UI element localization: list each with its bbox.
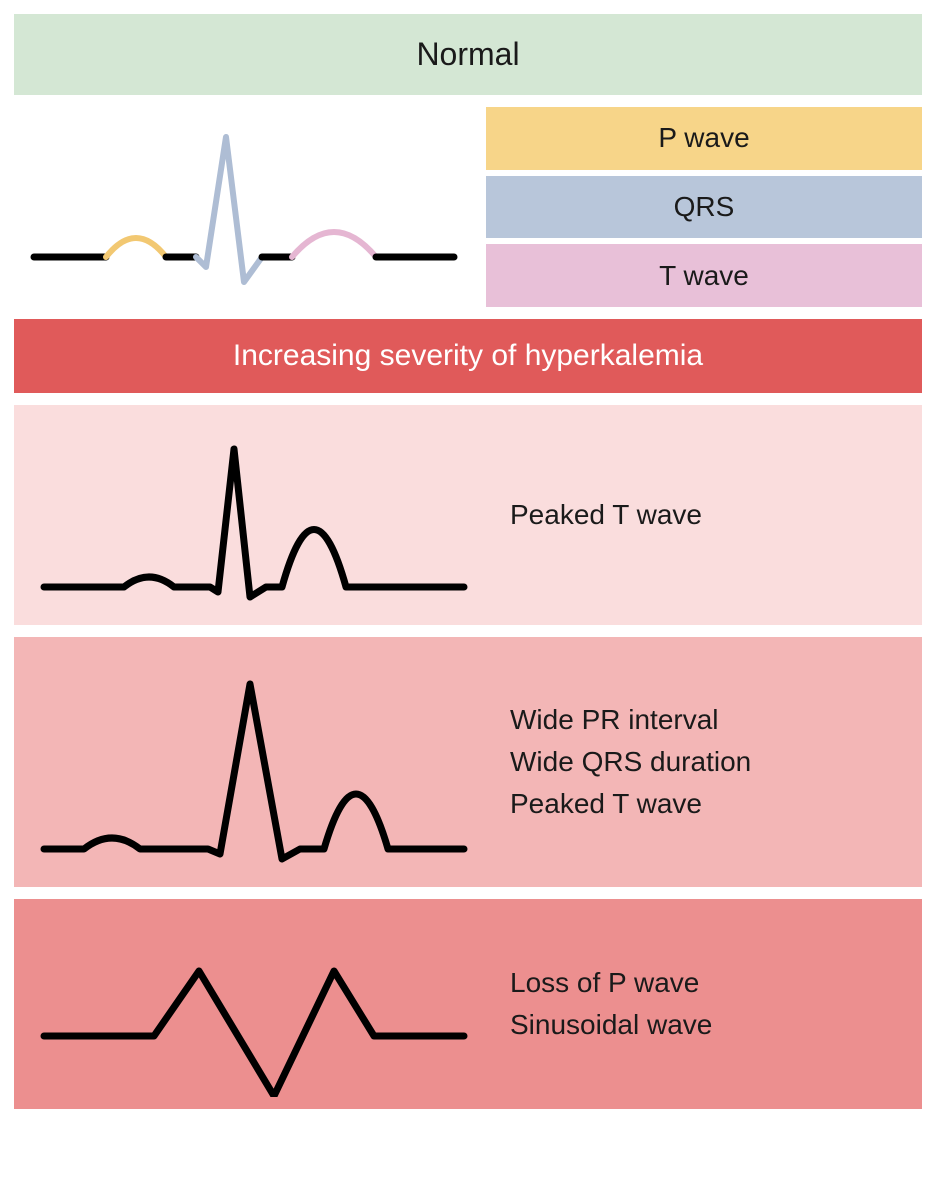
infographic-root: Normal P wave QRS T wave Increasing seve…	[14, 14, 922, 1109]
stage-label-line: Wide PR interval	[510, 699, 902, 741]
stage-labels: Loss of P waveSinusoidal wave	[484, 962, 902, 1046]
stage-ecg-waveform	[24, 417, 484, 613]
legend-p-label: P wave	[658, 122, 749, 154]
stage-row: Loss of P waveSinusoidal wave	[14, 899, 922, 1109]
normal-title-text: Normal	[416, 36, 519, 72]
legend-t-label: T wave	[659, 260, 749, 292]
severity-title-text: Increasing severity of hyperkalemia	[233, 339, 703, 372]
stage-row: Peaked T wave	[14, 405, 922, 625]
normal-section: P wave QRS T wave	[14, 107, 922, 307]
stage-labels: Wide PR intervalWide QRS durationPeaked …	[484, 699, 902, 825]
legend-box: P wave QRS T wave	[486, 107, 922, 307]
legend-t-wave: T wave	[486, 244, 922, 307]
normal-title-bar: Normal	[14, 14, 922, 95]
stage-label-line: Peaked T wave	[510, 783, 902, 825]
stage-ecg-box	[24, 911, 484, 1097]
severity-title-bar: Increasing severity of hyperkalemia	[14, 319, 922, 393]
normal-ecg-waveform	[14, 107, 474, 307]
stage-label-line: Sinusoidal wave	[510, 1004, 902, 1046]
stage-label-line: Peaked T wave	[510, 494, 902, 536]
stage-label-line: Loss of P wave	[510, 962, 902, 1004]
stage-labels: Peaked T wave	[484, 494, 902, 536]
stage-ecg-box	[24, 417, 484, 613]
legend-qrs-label: QRS	[674, 191, 735, 223]
stage-row: Wide PR intervalWide QRS durationPeaked …	[14, 637, 922, 887]
stage-ecg-waveform	[24, 911, 484, 1097]
stage-ecg-waveform	[24, 649, 484, 875]
legend-p-wave: P wave	[486, 107, 922, 170]
stage-label-line: Wide QRS duration	[510, 741, 902, 783]
legend-qrs: QRS	[486, 176, 922, 239]
stages-container: Peaked T waveWide PR intervalWide QRS du…	[14, 405, 922, 1109]
normal-ecg-box	[14, 107, 474, 307]
stage-ecg-box	[24, 649, 484, 875]
